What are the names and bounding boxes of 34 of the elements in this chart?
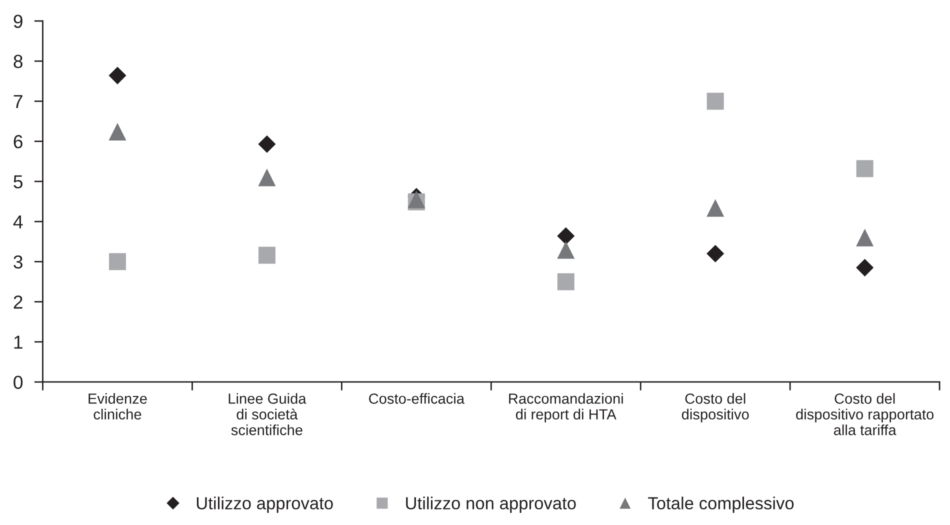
x-tick-label: Linee Guida di società scientifiche <box>228 393 306 436</box>
point <box>706 244 724 262</box>
y-tick-label: 0 <box>14 376 23 389</box>
point <box>258 168 276 186</box>
x-tick-label: Raccomandazioni di report di HTA <box>509 393 623 422</box>
point <box>258 135 276 153</box>
point <box>108 122 126 140</box>
y-tick-label: 3 <box>14 255 22 269</box>
y-tick-label: 1 <box>14 336 22 349</box>
point <box>856 258 874 276</box>
point <box>557 241 575 259</box>
point <box>258 246 276 264</box>
legend-label: Totale complessivo <box>648 496 794 513</box>
y-tick-label: 7 <box>14 95 22 108</box>
y-tick-label: 9 <box>14 14 22 28</box>
point <box>706 199 724 217</box>
y-tick-label: 8 <box>14 54 22 68</box>
point <box>557 273 574 290</box>
point <box>856 160 874 178</box>
x-tick-label: Evidenze cliniche <box>88 393 147 420</box>
legend-label: Utilizzo non approvato <box>406 496 576 513</box>
x-tick-label: Costo-efficacia <box>369 393 465 404</box>
y-tick-label: 2 <box>14 295 22 309</box>
point <box>706 92 724 110</box>
x-tick-label: Costo del dispositivo <box>682 393 749 422</box>
y-tick-label: 4 <box>13 215 23 228</box>
y-tick-label: 5 <box>14 175 23 188</box>
y-tick-label: 6 <box>14 135 22 148</box>
x-tick-label: Costo del dispositivo rapportato alla tariffa <box>796 393 934 436</box>
point <box>856 228 874 246</box>
point <box>108 253 126 270</box>
point <box>557 227 575 245</box>
point <box>108 66 126 84</box>
legend-label: Utilizzo approvato <box>196 496 333 513</box>
